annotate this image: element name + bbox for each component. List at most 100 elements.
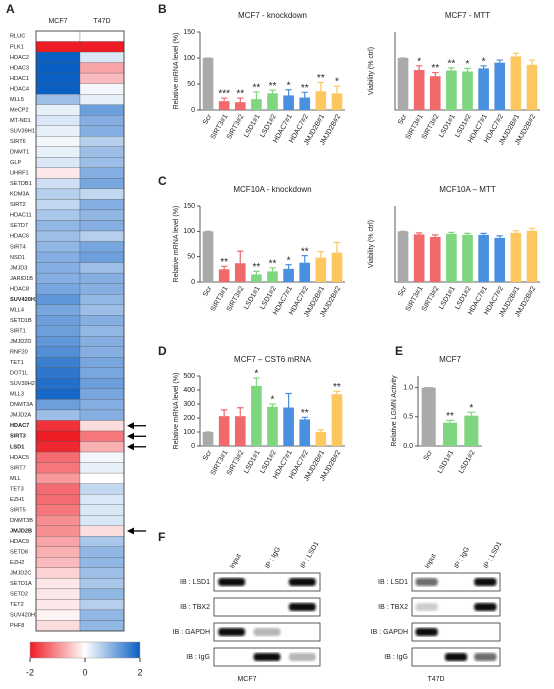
heatmap-cell (35, 188, 81, 200)
row-label: SETD1A (10, 581, 32, 587)
bar (446, 233, 457, 282)
y-axis-label: Viability (% ctrl) (368, 220, 375, 268)
blot-caption: T47D (427, 676, 444, 683)
row-label: SIRT1 (10, 328, 26, 334)
error-bar (220, 97, 228, 102)
heatmap-cell (35, 420, 81, 432)
blot-band (253, 653, 281, 661)
x-tick-label: Scr (202, 113, 214, 126)
bar (315, 91, 327, 110)
heatmap-cell (79, 136, 125, 147)
bar (494, 237, 506, 282)
significance: ** (431, 63, 439, 74)
heatmap-cell (79, 304, 125, 316)
heatmap-cell (79, 441, 125, 453)
heatmap-cell (79, 315, 125, 326)
panel-label: B (158, 2, 167, 16)
significance: ** (447, 59, 455, 70)
row-label: EZH1 (10, 497, 24, 503)
heatmap-cell (35, 367, 81, 379)
error-bar (253, 377, 260, 386)
heatmap-cell (79, 346, 125, 358)
significance: ** (317, 73, 325, 84)
heatmap-cell (79, 536, 125, 547)
row-label: DNMT1 (10, 150, 29, 156)
heatmap-cell (35, 51, 81, 63)
bar (526, 230, 538, 282)
row-label: JMJD3 (10, 265, 27, 271)
bar (283, 268, 294, 282)
error-bar (448, 231, 455, 234)
significance: * (466, 59, 470, 70)
error-bar (528, 59, 536, 65)
error-bar (467, 411, 476, 416)
heatmap-cell (35, 315, 81, 326)
colorbar-tick-label: 2 (137, 667, 142, 677)
heatmap-cell (79, 399, 125, 411)
y-tick-label: 0 (191, 279, 195, 286)
blot-band (288, 653, 316, 661)
heatmap-cell (79, 357, 125, 368)
heatmap-cell (35, 609, 81, 621)
row-label: MeCP2 (10, 107, 29, 113)
heatmap-cell (79, 557, 125, 568)
error-bar (415, 65, 423, 70)
error-bar (317, 251, 325, 258)
bar (234, 416, 246, 446)
heatmap-cell (35, 620, 81, 632)
blot-band (288, 603, 316, 611)
blot-band (218, 578, 246, 586)
heatmap-cell (35, 462, 81, 474)
error-bar (285, 89, 292, 96)
y-tick-label: 400 (183, 387, 195, 394)
error-bar (432, 71, 439, 77)
significance: ** (301, 83, 309, 94)
blot-band (474, 603, 497, 611)
x-tick-label: LSD1#1 (437, 449, 456, 474)
significance: * (482, 56, 486, 67)
heatmap-cell (35, 399, 81, 411)
y-tick-label: 0 (191, 107, 195, 114)
heatmap-cell (35, 546, 81, 558)
y-tick-label: 0.0 (403, 443, 413, 450)
heatmap-cell (79, 515, 125, 526)
heatmap-cell (35, 167, 81, 179)
heatmap-cell (35, 41, 81, 53)
heatmap-cell (35, 536, 81, 547)
chart-title: MCF7 - knockdown (238, 11, 307, 20)
colorbar-tick-label: 0 (82, 667, 87, 677)
x-tick-label: Scr (423, 449, 435, 462)
panel-label: E (395, 344, 403, 358)
heatmap-cell (35, 515, 81, 526)
chart-title: MCF10A - knockdown (233, 185, 311, 194)
y-axis-label: Relative mRNA level (%) (173, 33, 180, 110)
y-tick-label: 200 (183, 415, 195, 422)
error-bar (269, 267, 276, 272)
row-label: SETD8 (10, 550, 28, 556)
heatmap-cell (79, 251, 125, 263)
significance: * (469, 403, 473, 414)
blot-row-label: IB : TBX2 (378, 604, 408, 611)
row-label: RLUC (10, 34, 25, 40)
heatmap-cell (35, 409, 81, 421)
panel-label: C (158, 174, 167, 188)
bar (478, 234, 489, 282)
row-label: UHRF1 (10, 171, 29, 177)
panel-label: F (158, 530, 165, 544)
error-bar (301, 91, 308, 98)
heatmap-cell (79, 451, 125, 463)
heatmap-cell (79, 472, 125, 484)
bar (218, 101, 230, 110)
blot-frame (213, 597, 321, 617)
y-tick-label: 500 (183, 373, 195, 380)
row-label: EZH2 (10, 560, 24, 566)
bar (421, 387, 436, 446)
heatmap-cell (35, 430, 81, 442)
error-bar (220, 409, 228, 417)
blot-row-label: IB : GAPDH (371, 629, 408, 636)
heatmap-cell (35, 30, 81, 42)
y-axis-label: Viability (% ctrl) (368, 47, 375, 95)
error-bar (253, 91, 260, 100)
heatmap-cell (35, 262, 81, 274)
heatmap-cell (35, 599, 81, 611)
